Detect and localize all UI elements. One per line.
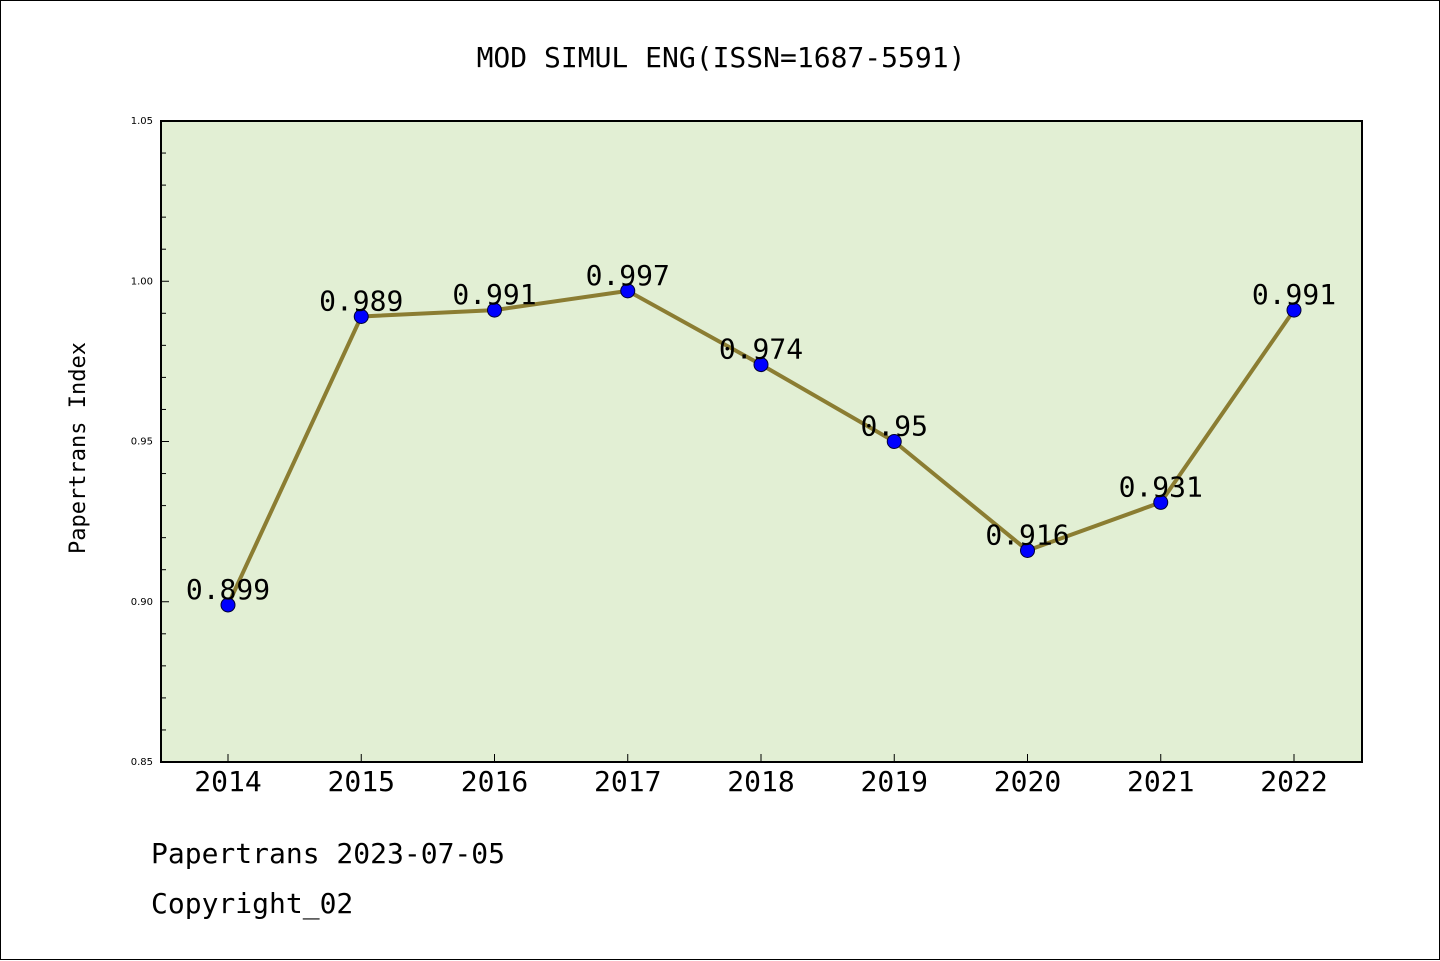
data-point (753, 357, 769, 373)
data-point (886, 434, 902, 449)
y-axis: 0.85 0.90 0.95 1.00 1.05 (131, 116, 169, 768)
x-tick-label: 2014 (194, 765, 261, 798)
data-point (1153, 494, 1169, 510)
x-tick-label: 2015 (328, 765, 395, 798)
y-tick-label: 1.00 (131, 276, 153, 287)
x-axis: 2014 2015 2016 2017 2018 2019 2020 2021 2022 (194, 754, 1328, 798)
x-tick-label: 2021 (1127, 765, 1194, 798)
x-tick-label: 2017 (594, 765, 661, 798)
footer-copyright: Copyright_02 (151, 887, 354, 920)
x-tick-label: 2022 (1260, 765, 1327, 798)
series-group: 0.899 0.989 0.991 0.997 0.974 0.95 0.916 0.931 0… (186, 259, 1336, 613)
data-label: 0.916 (985, 518, 1069, 551)
data-label: 0.974 (719, 333, 803, 366)
chart-title: MOD SIMUL ENG(ISSN=1687-5591) (477, 41, 966, 74)
data-point (353, 309, 369, 325)
data-label: 0.989 (319, 285, 403, 318)
data-point (1020, 542, 1035, 558)
y-tick-label: 0.90 (131, 597, 153, 608)
data-label: 0.95 (861, 410, 928, 443)
x-tick-label: 2018 (727, 765, 794, 798)
y-tick-label: 0.95 (131, 437, 153, 448)
data-label: 0.991 (1252, 278, 1336, 311)
x-tick-label: 2020 (994, 765, 1061, 798)
x-tick-label: 2019 (861, 765, 928, 798)
data-label: 0.899 (186, 573, 270, 606)
data-point (487, 302, 502, 318)
data-label: 0.991 (452, 278, 536, 311)
footer-date: Papertrans 2023-07-05 (151, 837, 506, 870)
plot-area (160, 120, 1363, 763)
y-tick-label: 0.85 (131, 757, 153, 768)
data-point (620, 283, 636, 299)
data-label: 0.997 (586, 259, 670, 292)
data-label: 0.931 (1119, 470, 1203, 503)
y-tick-label: 1.05 (131, 116, 153, 127)
data-point (220, 597, 236, 613)
y-axis-label: Papertrans Index (66, 342, 91, 554)
x-tick-label: 2016 (461, 765, 528, 798)
data-point (1286, 302, 1302, 318)
